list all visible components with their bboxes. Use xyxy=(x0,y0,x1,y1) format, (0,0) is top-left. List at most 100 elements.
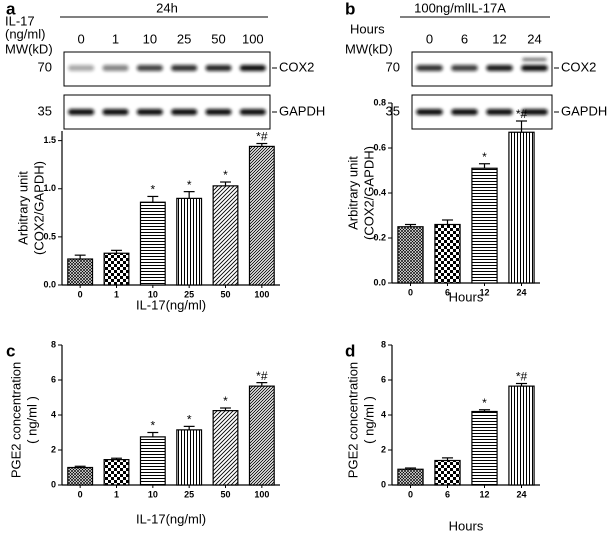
x-tick-label: 0 xyxy=(408,489,413,499)
y-tick-label: 0 xyxy=(381,479,386,489)
lane-label: 50 xyxy=(211,31,225,46)
blot-box xyxy=(63,94,271,130)
lane-label: 10 xyxy=(143,31,157,46)
blot-band xyxy=(451,65,478,71)
significance-mark: *# xyxy=(516,370,528,384)
lane-label: 24 xyxy=(527,31,541,46)
y-tick-label: 0.5 xyxy=(43,231,56,241)
bar xyxy=(103,252,130,286)
x-tick-label: 100 xyxy=(254,289,269,299)
y-tick-label: 4 xyxy=(381,409,386,419)
bar xyxy=(103,459,130,486)
mw-marker: 70 xyxy=(386,59,400,74)
x-tick-label: 24 xyxy=(516,287,526,297)
x-axis-label: Hours xyxy=(449,518,484,533)
x-axis-label: IL-17(ng/ml) xyxy=(136,297,206,312)
y-axis-label: PGE2 concentration xyxy=(345,362,360,478)
x-tick-label: 12 xyxy=(479,489,489,499)
blot-band xyxy=(521,109,548,115)
x-tick-label: 1 xyxy=(114,489,119,499)
bar xyxy=(176,429,203,486)
lane-label: 25 xyxy=(177,31,191,46)
blot-band xyxy=(451,109,478,115)
significance-mark: * xyxy=(187,413,192,427)
y-tick-label: 6 xyxy=(51,374,56,384)
blot-band xyxy=(102,109,129,115)
x-tick-label: 24 xyxy=(516,489,526,499)
y-axis-label: ( ng/ml ) xyxy=(24,396,39,444)
blot-band xyxy=(136,65,163,71)
y-axis-label: (COX2/GAPDH) xyxy=(361,146,376,240)
y-tick-label: 1.5 xyxy=(43,135,56,145)
mw-marker: 35 xyxy=(386,103,400,118)
x-tick-label: 0 xyxy=(78,489,83,499)
x-tick-label: 0 xyxy=(78,289,83,299)
panel-letter: c xyxy=(6,341,15,360)
significance-mark: * xyxy=(482,396,487,410)
y-tick-label: 0.0 xyxy=(373,277,386,287)
blot-condition: 24h xyxy=(156,0,178,15)
bar xyxy=(397,226,424,284)
bar xyxy=(508,385,535,486)
bar xyxy=(434,459,461,486)
y-tick-label: 0.8 xyxy=(373,97,386,107)
bar xyxy=(508,131,535,284)
blot-condition: 100ng/mlIL-17A xyxy=(414,0,506,15)
protein-label: GAPDH xyxy=(561,103,607,118)
bar xyxy=(212,185,239,286)
blot-band xyxy=(102,65,129,71)
y-axis-label: ( ng/ml ) xyxy=(361,396,376,444)
significance-mark: *# xyxy=(516,107,528,121)
x-tick-label: 50 xyxy=(220,489,230,499)
blot-band xyxy=(486,65,513,71)
blot-band xyxy=(68,109,95,115)
y-axis-label: Arbitrary unit xyxy=(345,156,360,230)
bar xyxy=(471,167,498,284)
x-tick-label: 0 xyxy=(408,287,413,297)
panel-letter: a xyxy=(6,0,16,18)
bar xyxy=(471,410,498,486)
y-tick-label: 0 xyxy=(51,479,56,489)
panel-letter: d xyxy=(345,341,355,360)
bar xyxy=(248,145,275,286)
blot-band xyxy=(171,65,198,71)
x-tick-label: 6 xyxy=(445,489,450,499)
y-axis-label: Arbitrary unit xyxy=(15,171,30,245)
y-axis-label: PGE2 concentration xyxy=(8,362,23,478)
blot-band xyxy=(521,65,548,71)
significance-mark: * xyxy=(150,183,155,197)
y-tick-label: 2 xyxy=(51,444,56,454)
y-tick-label: 8 xyxy=(51,339,56,349)
y-axis-label: (COX2/GAPDH) xyxy=(31,161,46,255)
y-tick-label: 8 xyxy=(381,339,386,349)
x-tick-label: 6 xyxy=(445,287,450,297)
x-axis-label: IL-17(ng/ml) xyxy=(136,511,206,526)
significance-mark: * xyxy=(150,419,155,433)
lane-title: IL-17 xyxy=(5,13,35,28)
lane-label: 0 xyxy=(78,31,85,46)
blot-band xyxy=(171,109,198,115)
lane-label: 12 xyxy=(492,31,506,46)
mw-marker: 70 xyxy=(38,59,52,74)
x-tick-label: 1 xyxy=(114,289,119,299)
bar xyxy=(67,466,94,486)
bar xyxy=(176,197,203,286)
bar xyxy=(67,258,94,286)
mw-marker: 35 xyxy=(38,103,52,118)
lane-label: 100 xyxy=(242,31,264,46)
lane-title: (ng/ml) xyxy=(5,26,45,41)
blot-band xyxy=(136,109,163,115)
panel-letter: b xyxy=(345,0,355,18)
x-axis-label: Hours xyxy=(449,289,484,304)
significance-mark: *# xyxy=(256,130,268,144)
bar xyxy=(397,468,424,486)
x-tick-label: 50 xyxy=(220,289,230,299)
blot-band xyxy=(239,65,266,71)
bar xyxy=(139,201,166,286)
mw-title: MW(kD) xyxy=(345,41,393,56)
y-tick-label: 6 xyxy=(381,374,386,384)
blot-band xyxy=(416,65,443,71)
lane-label: 1 xyxy=(112,31,119,46)
